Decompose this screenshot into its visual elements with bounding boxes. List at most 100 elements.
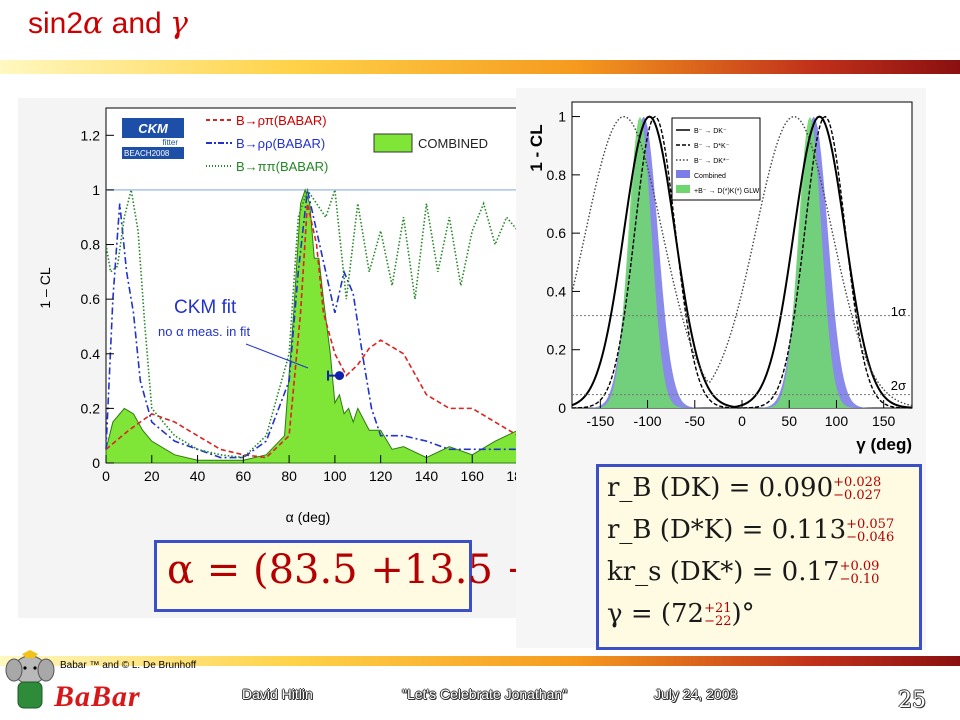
babar-logo-text: BaBar xyxy=(54,680,141,713)
rb-dk-minus: −0.027 xyxy=(833,488,882,503)
alpha-xtick-label: 40 xyxy=(190,468,206,484)
gamma-xtick-label: -100 xyxy=(634,413,662,429)
alpha-ytick-label: 1.2 xyxy=(81,127,101,143)
gamma-result-lhs: γ xyxy=(607,599,623,629)
gamma-legend-label: B⁻ → D*K⁻ xyxy=(694,143,730,150)
ckmfitter-logo: CKM fitter BEACH2008 xyxy=(122,118,184,159)
alpha-chart-panel: 02040608010012014016018000.20.40.60.811.… xyxy=(18,98,530,618)
rb-dstark-value: = 0.113 xyxy=(741,515,847,545)
rb-dstark-minus: −0.046 xyxy=(846,530,895,545)
alpha-result-box: α = (83.5 +13.5 −5.7)° xyxy=(154,540,638,612)
alpha-xtick-label: 100 xyxy=(323,468,347,484)
rb-dstark-lhs: r_B (D*K) xyxy=(607,515,734,545)
krs-line: kr_s (DK*) = 0.17+0.09 −0.10 xyxy=(607,557,879,587)
gamma-series-2 xyxy=(571,115,913,407)
babar-elephant-icon xyxy=(5,650,55,709)
krs-value: = 0.17 xyxy=(751,557,840,587)
alpha-xtick-label: 20 xyxy=(144,468,160,484)
title-alpha: α xyxy=(83,6,104,41)
krs-minus: −0.10 xyxy=(839,572,880,587)
page-number: 25 xyxy=(898,688,926,713)
one-sigma-label: 1σ xyxy=(891,304,906,319)
alpha-xlabel: α (deg) xyxy=(286,509,331,525)
alpha-xtick-label: 60 xyxy=(236,468,252,484)
alpha-chart: 02040608010012014016018000.20.40.60.811.… xyxy=(37,107,530,525)
rb-dk-value: = 0.090 xyxy=(728,473,834,503)
footer-author: David Hitlin xyxy=(242,686,313,702)
alpha-plot-area xyxy=(105,107,519,464)
no-alpha-annotation: no α meas. in fit xyxy=(158,324,250,339)
alpha-xtick-label: 120 xyxy=(369,468,393,484)
gamma-result-minus: −22 xyxy=(704,614,732,629)
gamma-ytick-label: 0.8 xyxy=(547,167,567,183)
alpha-xtick-label: 140 xyxy=(415,468,439,484)
alpha-ticks: 02040608010012014016018000.20.40.60.811.… xyxy=(81,127,530,484)
alpha-ytick-label: 0.8 xyxy=(81,237,101,253)
slide-title: sin2α and γ xyxy=(28,6,188,41)
rb-dstark-plus: +0.057 xyxy=(846,517,895,532)
gamma-legend-label: +B⁻ → D(*)K(*) GLW xyxy=(694,188,760,195)
two-sigma-label: 2σ xyxy=(891,378,906,393)
gamma-series-fill-4 xyxy=(572,116,912,409)
rb-dstark-line: r_B (D*K) = 0.113+0.057 −0.046 xyxy=(607,515,894,545)
ckm-logo-text: CKM xyxy=(138,121,169,136)
alpha-legend: B→ρπ(BABAR) B→ρρ(BABAR) B→ππ(BABAR) COMB… xyxy=(206,113,488,174)
legend-combined-label: COMBINED xyxy=(418,136,488,151)
alpha-xtick-label: 160 xyxy=(461,468,485,484)
gamma-ylabel: 1 - CL xyxy=(527,124,546,171)
alpha-xtick-label: 80 xyxy=(281,468,297,484)
alpha-series-combined xyxy=(105,188,519,464)
alpha-ytick-label: 0.6 xyxy=(81,291,101,307)
gamma-series-1 xyxy=(571,115,913,409)
legend-rhopi-label: B→ρπ(BABAR) xyxy=(236,113,327,128)
alpha-ytick-label: 0.2 xyxy=(81,400,101,416)
gamma-xtick-label: 0 xyxy=(738,413,746,429)
credit-text: Babar ™ and © L. De Brunhoff xyxy=(60,660,197,671)
krs-plus: +0.09 xyxy=(839,559,880,574)
legend-pipi-label: B→ππ(BABAR) xyxy=(236,159,328,174)
rb-dk-lhs: r_B (DK) xyxy=(607,473,721,503)
gamma-ytick-label: 0 xyxy=(558,400,566,416)
rb-dk-plus: +0.028 xyxy=(833,475,882,490)
alpha-series-0 xyxy=(105,203,519,459)
ckm-logo-box xyxy=(122,118,184,138)
gamma-results-box: r_B (DK) = 0.090+0.028 −0.027 r_B (D*K) =… xyxy=(596,464,922,650)
gamma-legend: B⁻ → DK⁻ B⁻ → D*K⁻ B⁻ → DK*⁻ Combined +B⁻ → … xyxy=(671,117,761,201)
gamma-ytick-label: 0.2 xyxy=(547,342,567,358)
gamma-result-line: γ = (72+21 −22)° xyxy=(607,599,755,629)
gamma-legend-swatch xyxy=(676,185,690,193)
gamma-result-plus: +21 xyxy=(704,601,732,616)
gamma-xtick-label: 150 xyxy=(872,413,896,429)
fit-point xyxy=(334,371,344,381)
gamma-ticks: -150 -100 -50 0 50 100 150 0 0.2 0.4 0.6 0.8 1 xyxy=(547,109,896,429)
annotation-arrow xyxy=(245,343,309,369)
ckm-logo-beach: BEACH2008 xyxy=(124,149,170,158)
gamma-result-tail: )° xyxy=(731,599,755,629)
alpha-series-1 xyxy=(105,189,518,459)
legend-rhorho-label: B→ρρ(BABAR) xyxy=(236,136,325,151)
footer-date: July 24, 2008 xyxy=(654,686,738,702)
alpha-xtick-label: 0 xyxy=(102,468,110,484)
bottom-gradient-bar xyxy=(0,656,960,666)
title-main: sin2 xyxy=(28,7,84,40)
gamma-ytick-label: 1 xyxy=(558,109,566,125)
gamma-result-value: = (72 xyxy=(630,599,705,629)
footer-talk-title: "Let's Celebrate Jonathan" xyxy=(402,686,568,702)
gamma-legend-label: B⁻ → DK*⁻ xyxy=(694,158,730,165)
gamma-xtick-label: -150 xyxy=(586,413,614,429)
gamma-legend-label: B⁻ → DK⁻ xyxy=(694,128,727,135)
gamma-legend-label: Combined xyxy=(694,173,726,180)
title-and: and xyxy=(103,7,171,40)
gamma-chart: -150 -100 -50 0 50 100 150 0 0.2 0.4 0.6 0.8 1 B⁻ → … xyxy=(527,101,913,454)
top-gradient-bar xyxy=(0,60,960,74)
gamma-xtick-label: 50 xyxy=(781,413,797,429)
gamma-legend-swatch xyxy=(676,170,690,178)
gamma-xtick-label: -50 xyxy=(685,413,705,429)
ckm-logo-beach-bg xyxy=(122,147,184,159)
ckm-fit-annotation: CKM fit xyxy=(174,297,237,318)
legend-combined-swatch xyxy=(373,133,413,153)
gamma-ytick-label: 0.4 xyxy=(547,283,567,299)
alpha-ytick-label: 0.4 xyxy=(81,346,101,362)
krs-lhs: kr_s (DK*) xyxy=(607,557,744,587)
ckm-logo-fitter: fitter xyxy=(162,138,178,147)
